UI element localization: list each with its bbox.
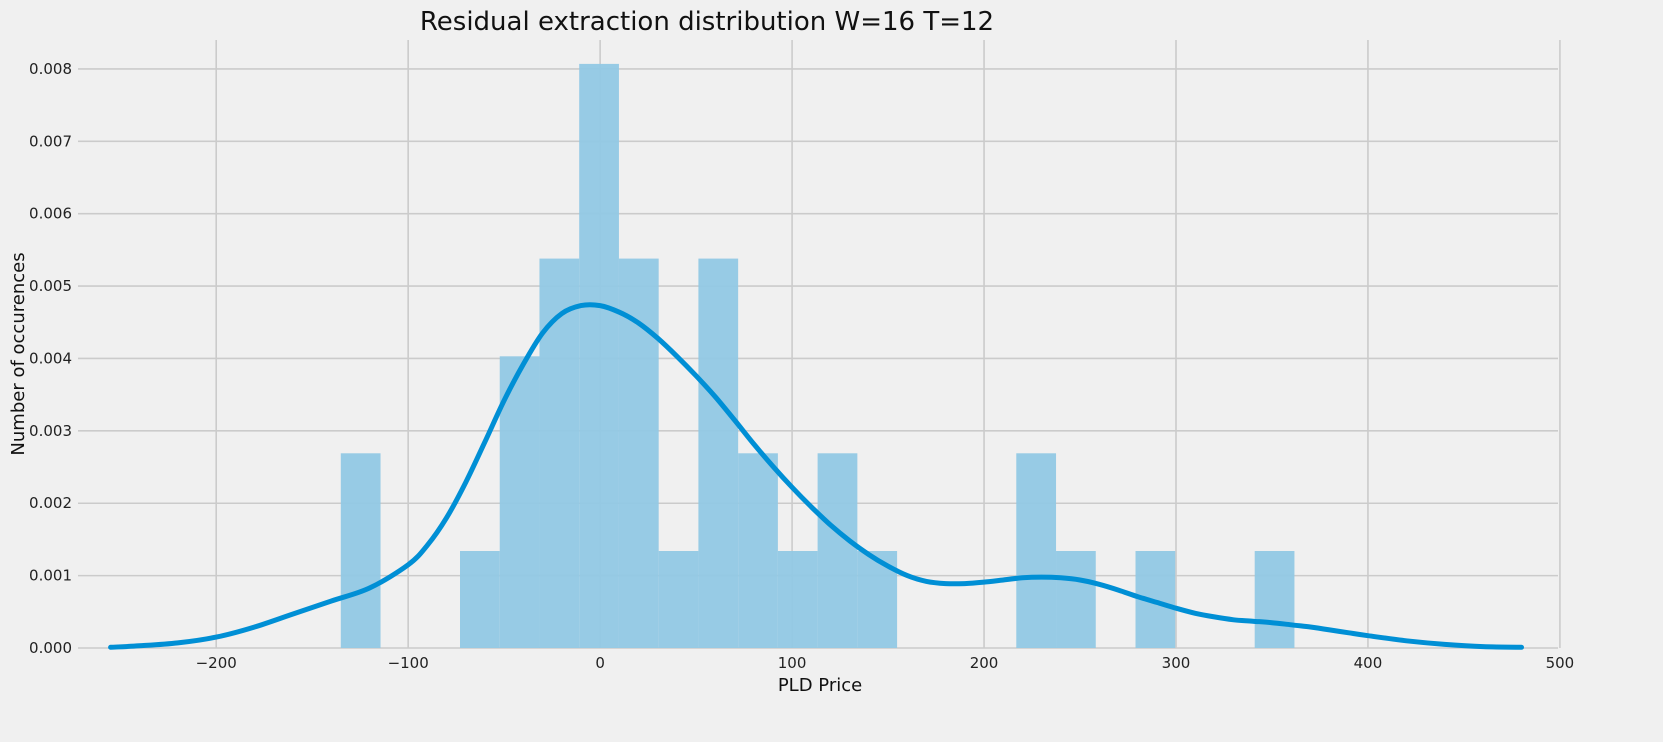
y-tick-label-7: 0.007 xyxy=(29,132,72,150)
chart-title: Residual extraction distribution W=16 T=… xyxy=(420,7,994,37)
x-tick-label-4: 200 xyxy=(970,654,999,672)
histogram-bar-7 xyxy=(698,258,739,648)
histogram-bar-1 xyxy=(459,551,500,648)
histogram-bars xyxy=(340,63,1295,648)
histogram-bar-0 xyxy=(340,453,381,648)
histogram-bar-6 xyxy=(658,551,699,648)
y-tick-label-2: 0.002 xyxy=(29,494,72,512)
histogram-bar-15 xyxy=(1254,551,1295,648)
kde-line xyxy=(108,302,1524,650)
x-tick-labels: −200 −100 0 100 200 300 400 500 xyxy=(196,654,1575,672)
histogram-bar-3 xyxy=(539,258,580,648)
x-axis-label: PLD Price xyxy=(778,675,862,696)
x-tick-label-3: 100 xyxy=(778,654,807,672)
x-tick-label-6: 400 xyxy=(1354,654,1383,672)
histogram-bar-4 xyxy=(579,63,619,648)
histogram-bar-8 xyxy=(738,453,778,648)
y-tick-label-5: 0.005 xyxy=(29,277,72,295)
x-tick-label-2: 0 xyxy=(595,654,605,672)
x-tick-label-1: −100 xyxy=(388,654,429,672)
y-tick-label-0: 0.000 xyxy=(29,639,72,657)
histogram-bar-9 xyxy=(777,551,818,648)
x-tick-label-5: 300 xyxy=(1162,654,1191,672)
histogram-bar-10 xyxy=(817,453,858,648)
y-axis-label: Number of occurences xyxy=(8,252,29,455)
y-tick-labels: 0.000 0.001 0.002 0.003 0.004 0.005 0.006 0.007… xyxy=(29,60,72,657)
histogram-bar-12 xyxy=(1016,453,1057,648)
x-tick-label-7: 500 xyxy=(1546,654,1575,672)
histogram-bar-2 xyxy=(499,356,540,648)
y-tick-label-8: 0.008 xyxy=(29,60,72,78)
x-tick-label-0: −200 xyxy=(196,654,237,672)
y-tick-label-3: 0.003 xyxy=(29,422,72,440)
y-tick-label-6: 0.006 xyxy=(29,205,72,223)
histogram-bar-13 xyxy=(1056,551,1096,648)
y-tick-label-4: 0.004 xyxy=(29,349,72,367)
y-tick-label-1: 0.001 xyxy=(29,567,72,585)
